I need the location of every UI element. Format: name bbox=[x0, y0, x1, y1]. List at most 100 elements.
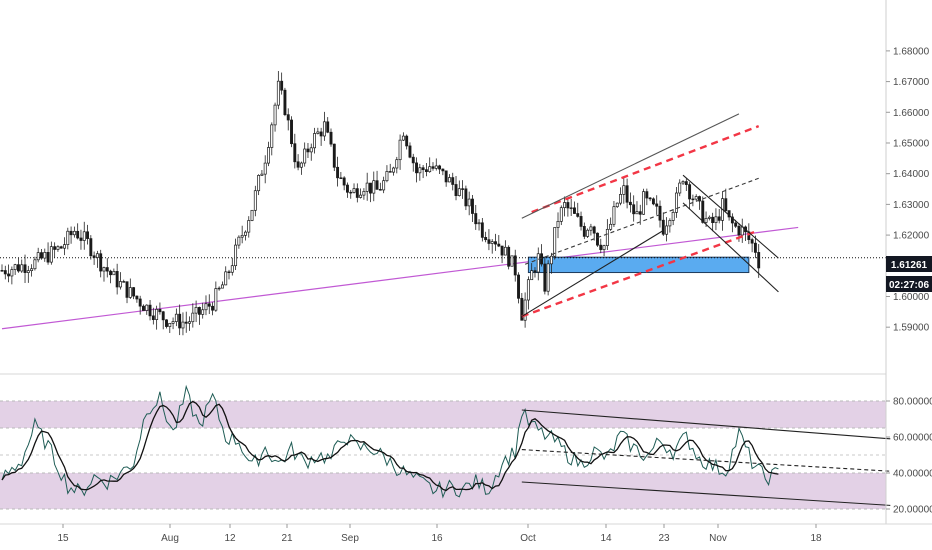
price-tick-label: 1.68000 bbox=[893, 46, 930, 57]
time-tick-label: Oct bbox=[520, 533, 536, 544]
candle-body bbox=[467, 198, 471, 207]
candle-body bbox=[599, 244, 603, 250]
candle-body bbox=[346, 184, 349, 193]
candle-body bbox=[13, 264, 17, 270]
candle-body bbox=[237, 236, 241, 246]
time-axis[interactable]: 15 Aug 12 21 Sep 16 Oct 14 23 Nov 18 bbox=[57, 524, 822, 544]
candle-body bbox=[415, 162, 418, 174]
candle-body bbox=[671, 211, 675, 221]
time-tick-label: 23 bbox=[658, 533, 670, 544]
rsi-band-1 bbox=[0, 401, 886, 428]
candle-body bbox=[651, 198, 655, 205]
candle-body bbox=[352, 188, 356, 193]
candle-body bbox=[118, 281, 122, 288]
candle-body bbox=[428, 166, 432, 173]
candle-body bbox=[234, 244, 238, 267]
candle-body bbox=[148, 304, 152, 317]
candle-body bbox=[385, 171, 389, 182]
candle-body bbox=[290, 119, 293, 145]
candle-body bbox=[369, 182, 372, 194]
price-pane[interactable] bbox=[0, 71, 886, 336]
candle-body bbox=[76, 230, 80, 239]
candle-body bbox=[530, 270, 534, 281]
candle-body bbox=[125, 281, 129, 298]
candle-body bbox=[217, 287, 221, 290]
candle-body bbox=[257, 175, 261, 192]
pennant-lower bbox=[682, 202, 779, 293]
candle-body bbox=[691, 198, 695, 201]
rsi-upper-line bbox=[521, 409, 891, 440]
candle-body bbox=[214, 288, 218, 311]
candle-body bbox=[411, 156, 415, 164]
candle-body bbox=[625, 185, 629, 203]
candle-body bbox=[247, 220, 251, 233]
candle-body bbox=[158, 308, 162, 313]
candle-body bbox=[188, 321, 191, 324]
candle-body bbox=[392, 167, 395, 173]
candle-body bbox=[480, 222, 484, 238]
candle-body bbox=[46, 252, 50, 263]
rsi-band-0 bbox=[0, 473, 886, 509]
candle-body bbox=[197, 307, 201, 315]
candle-body bbox=[105, 267, 109, 272]
last-price-tag: 1.61261 02:27:06 bbox=[886, 256, 932, 292]
rsi-pane[interactable] bbox=[1, 384, 891, 506]
support-zone-rect[interactable] bbox=[527, 256, 750, 274]
candle-body bbox=[520, 297, 524, 321]
channel-lower-red bbox=[521, 229, 760, 318]
time-tick-label: Sep bbox=[341, 533, 359, 544]
time-tick-label: Aug bbox=[161, 533, 179, 544]
candle-body bbox=[7, 273, 11, 277]
candle-body bbox=[204, 303, 208, 311]
rsi-trendlines[interactable] bbox=[521, 409, 891, 506]
candle-body bbox=[299, 162, 303, 168]
candle-body bbox=[438, 165, 442, 170]
candle-body bbox=[546, 263, 550, 292]
rsi-tick-label: 60.00000 bbox=[893, 433, 932, 444]
candle-body bbox=[523, 299, 527, 321]
candle-body bbox=[26, 270, 30, 273]
candle-body bbox=[734, 222, 738, 227]
candle-body bbox=[184, 321, 188, 324]
candle-body bbox=[89, 238, 93, 257]
candle-body bbox=[286, 114, 290, 121]
candle-body bbox=[283, 89, 287, 116]
last-price-tag-bg bbox=[886, 256, 932, 272]
rsi-tick-label: 80.00000 bbox=[893, 397, 932, 408]
candle-body bbox=[112, 271, 116, 276]
candle-body bbox=[628, 201, 632, 206]
candle-body bbox=[128, 287, 132, 298]
candle-body bbox=[444, 170, 448, 183]
candle-body bbox=[43, 252, 47, 259]
candle-body bbox=[586, 229, 590, 237]
candle-body bbox=[362, 191, 366, 196]
candle-body bbox=[375, 180, 379, 190]
trendlines[interactable] bbox=[521, 113, 779, 318]
candle-body bbox=[92, 255, 96, 258]
price-tick-label: 1.64000 bbox=[893, 169, 930, 180]
time-tick-label: Nov bbox=[709, 533, 727, 544]
candle-body bbox=[717, 216, 721, 221]
candle-body bbox=[240, 234, 244, 238]
candle-body bbox=[434, 165, 438, 169]
candle-body bbox=[507, 246, 511, 267]
candle-body bbox=[487, 239, 491, 244]
candle-body bbox=[533, 270, 537, 273]
candle-body bbox=[122, 281, 126, 283]
candle-body bbox=[138, 298, 142, 307]
candle-body bbox=[135, 295, 139, 300]
candle-body bbox=[82, 231, 86, 241]
candle-body bbox=[638, 211, 642, 215]
candle-body bbox=[526, 279, 530, 301]
rsi-axis[interactable]: 80.00000 60.00000 40.00000 20.00000 bbox=[886, 397, 932, 516]
candle-body bbox=[684, 181, 688, 185]
price-tick-label: 1.67000 bbox=[893, 77, 930, 88]
candle-body bbox=[388, 171, 392, 173]
candle-body bbox=[398, 139, 402, 161]
candle-body bbox=[441, 168, 445, 172]
candle-body bbox=[168, 322, 172, 327]
candle-body bbox=[517, 274, 520, 299]
candle-body bbox=[329, 131, 333, 145]
time-tick-label: 12 bbox=[224, 533, 236, 544]
